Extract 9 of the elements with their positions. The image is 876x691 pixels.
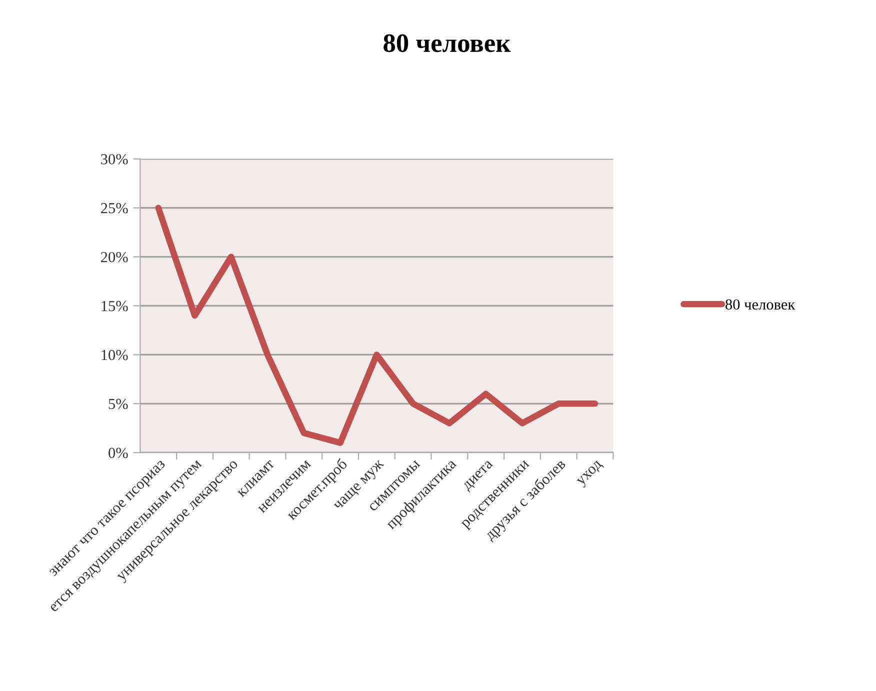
y-tick-label: 20% <box>101 252 128 262</box>
y-tick-label: 0% <box>108 448 128 458</box>
y-tick-label: 30% <box>101 154 128 164</box>
y-tick-label: 10% <box>102 350 128 360</box>
y-tick-label: 25% <box>101 203 128 214</box>
y-tick-label: 5% <box>108 398 128 410</box>
legend-label: 80 человек <box>726 299 796 310</box>
y-tick-label: 15% <box>102 300 128 312</box>
chart-title: 80 человек <box>384 34 511 52</box>
